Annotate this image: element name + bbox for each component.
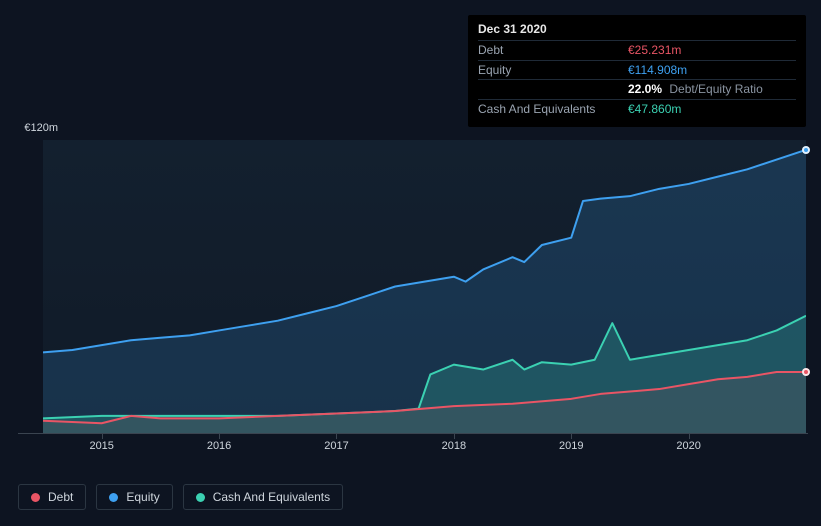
chart-tooltip: Dec 31 2020 Debt€25.231mEquity€114.908m2… <box>468 15 806 127</box>
tooltip-value: €25.231m <box>628 42 681 59</box>
tooltip-row: Equity€114.908m <box>478 60 796 80</box>
chart-container: €120m €0 201520162017201820192020 <box>18 120 806 460</box>
tooltip-value: €47.860m <box>628 101 681 118</box>
tooltip-value: €114.908m <box>628 62 687 79</box>
x-tick-label: 2019 <box>559 440 583 452</box>
tooltip-suffix: Debt/Equity Ratio <box>666 82 763 96</box>
y-tick-label: €120m <box>18 122 58 134</box>
x-tick-label: 2015 <box>89 440 113 452</box>
x-tick-label: 2018 <box>442 440 466 452</box>
legend-swatch <box>31 493 40 502</box>
x-tick-label: 2020 <box>676 440 700 452</box>
legend-item[interactable]: Equity <box>96 484 172 510</box>
x-tick-label: 2017 <box>324 440 348 452</box>
tooltip-label: Cash And Equivalents <box>478 101 628 118</box>
tooltip-label: Equity <box>478 62 628 79</box>
tooltip-date: Dec 31 2020 <box>478 21 796 40</box>
legend-swatch <box>109 493 118 502</box>
legend-item[interactable]: Cash And Equivalents <box>183 484 343 510</box>
series-end-marker <box>802 368 810 376</box>
x-tick-label: 2016 <box>207 440 231 452</box>
tooltip-row: Cash And Equivalents€47.860m <box>478 99 796 119</box>
series-end-marker <box>802 146 810 154</box>
legend-item[interactable]: Debt <box>18 484 86 510</box>
tooltip-row: 22.0% Debt/Equity Ratio <box>478 79 796 99</box>
tooltip-label <box>478 81 628 98</box>
legend-label: Debt <box>48 490 73 504</box>
tooltip-value: 22.0% Debt/Equity Ratio <box>628 81 763 98</box>
legend-label: Cash And Equivalents <box>213 490 330 504</box>
legend-label: Equity <box>126 490 159 504</box>
legend-swatch <box>196 493 205 502</box>
x-axis: 2015 2016 2017 2018 2019 2020 <box>18 436 806 456</box>
axis-baseline <box>18 433 808 434</box>
plot-area[interactable] <box>43 140 806 433</box>
chart-legend: Debt Equity Cash And Equivalents <box>18 484 343 510</box>
tooltip-label: Debt <box>478 42 628 59</box>
tooltip-row: Debt€25.231m <box>478 40 796 60</box>
